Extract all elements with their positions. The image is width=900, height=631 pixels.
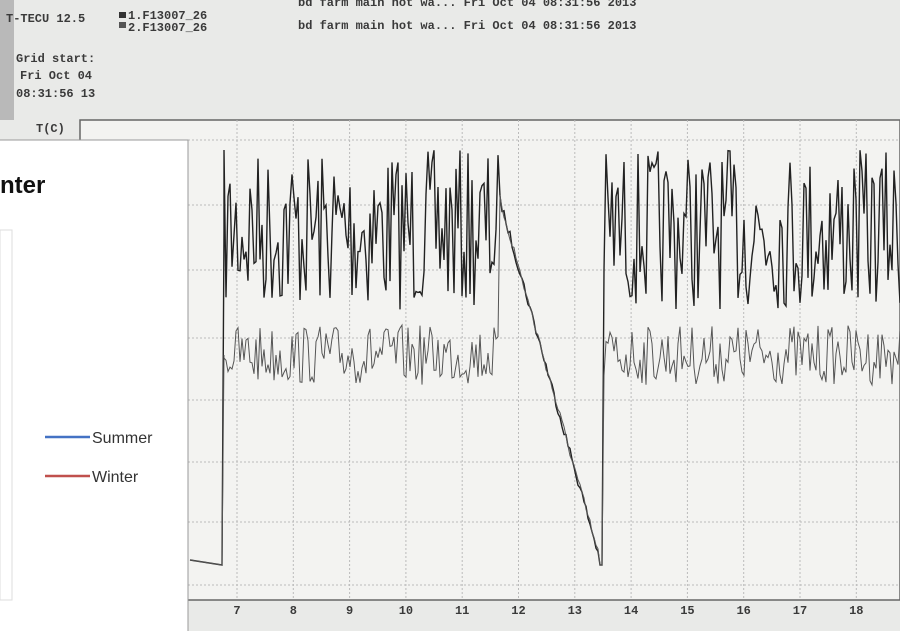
channel: 2.F13007_26 — [128, 21, 207, 35]
x-tick-label: 9 — [346, 604, 353, 618]
overlay-panel — [0, 139, 189, 631]
channel-swatch — [119, 22, 126, 28]
channel: 1.F13007_26 — [128, 9, 207, 23]
grid-start-label: Grid start: — [16, 52, 95, 66]
x-tick-label: 18 — [849, 604, 863, 618]
x-tick-label: 15 — [680, 604, 694, 618]
x-tick-label: 16 — [736, 604, 750, 618]
x-tick-label: 14 — [624, 604, 638, 618]
x-tick-label: 17 — [793, 604, 807, 618]
trace — [189, 195, 900, 566]
channel-swatch — [119, 12, 126, 18]
model: T-TECU 12.5 — [6, 12, 85, 26]
y-axis-label: T(C) — [36, 122, 65, 136]
paper-edge — [0, 0, 14, 120]
overlay-chart: nter Summer Winter — [0, 139, 189, 631]
x-tick-label: 10 — [399, 604, 413, 618]
overlay-plot-edge — [0, 229, 13, 601]
legend-label: Summer — [92, 430, 153, 447]
x-tick-label: 12 — [511, 604, 525, 618]
legend-label: Winter — [92, 469, 139, 486]
x-tick-label: 7 — [233, 604, 240, 618]
overlay-title: nter — [0, 172, 45, 199]
grid-start-time: 08:31:56 13 — [16, 87, 95, 101]
x-tick-label: 8 — [290, 604, 297, 618]
x-tick-label: 13 — [568, 604, 582, 618]
plot-area: 7 8 9 10 11 12 13 14 15 16 17 18 — [79, 119, 900, 618]
channel-description: bd farm main hot wa... Fri Oct 04 08:31:… — [298, 19, 636, 33]
x-tick-label: 11 — [455, 604, 469, 618]
grid-start-date: Fri Oct 04 — [20, 69, 92, 83]
channel-description: bd farm main hot wa... Fri Oct 04 08:31:… — [298, 0, 636, 10]
trace — [189, 149, 900, 566]
